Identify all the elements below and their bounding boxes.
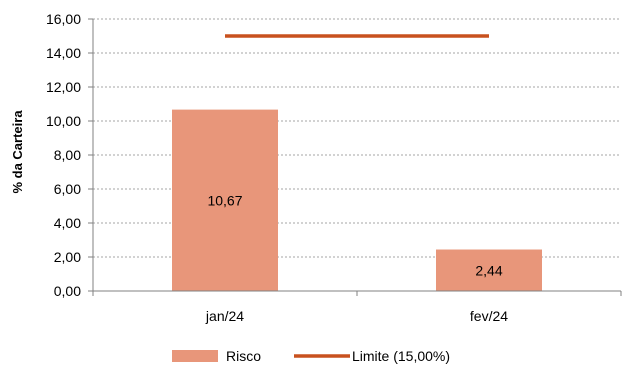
y-axis-label: % da Carteira xyxy=(10,110,25,194)
legend-label: Limite (15,00%) xyxy=(352,348,450,364)
bar-jan-24 xyxy=(172,109,278,291)
bar-fev-24 xyxy=(436,249,542,291)
bar-value-label: 2,44 xyxy=(475,262,502,278)
bar-value-label: 10,67 xyxy=(207,192,242,208)
bars xyxy=(172,109,542,291)
y-tick-label: 6,00 xyxy=(54,181,81,197)
y-tick-label: 10,00 xyxy=(46,113,81,129)
legend-label: Risco xyxy=(226,348,261,364)
legend: Risco Limite (15,00%) xyxy=(172,348,450,364)
y-tick-label: 14,00 xyxy=(46,45,81,61)
y-tick-label: 12,00 xyxy=(46,79,81,95)
legend-swatch-bar xyxy=(172,350,218,362)
x-tick-label: jan/24 xyxy=(205,308,244,324)
x-tick-label: fev/24 xyxy=(470,308,508,324)
axes xyxy=(88,18,622,296)
labels: 0,00 2,00 4,00 6,00 8,00 10,00 12,00 14,00 16,00… xyxy=(46,11,508,324)
y-tick-label: 4,00 xyxy=(54,215,81,231)
y-tick-label: 0,00 xyxy=(54,283,81,299)
y-tick-label: 8,00 xyxy=(54,147,81,163)
y-tick-label: 16,00 xyxy=(46,11,81,27)
y-tick-label: 2,00 xyxy=(54,249,81,265)
